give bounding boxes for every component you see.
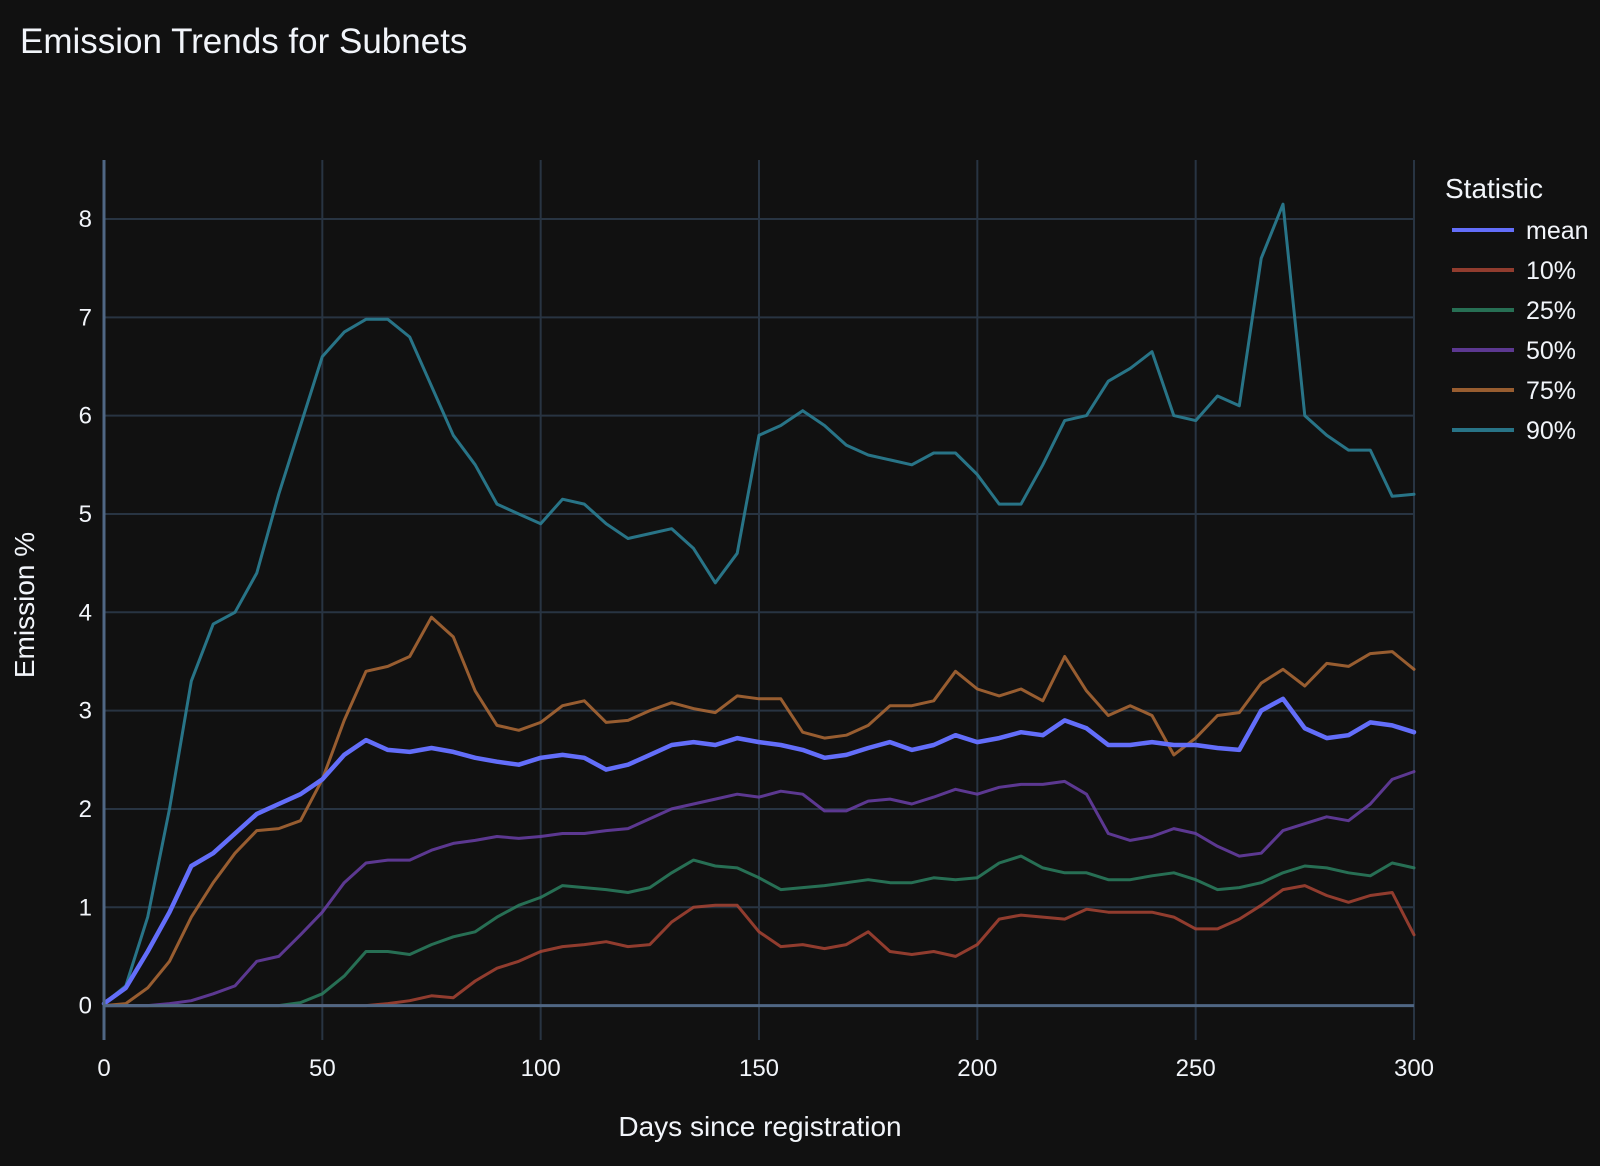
legend-label-10pct: 10% [1526, 257, 1576, 285]
x-tick-label-300: 300 [1394, 1055, 1434, 1082]
y-tick-label-7: 7 [79, 304, 92, 331]
y-tick-label-0: 0 [79, 993, 92, 1020]
y-tick-label-8: 8 [79, 206, 92, 233]
legend-item-75pct: 75% [1452, 377, 1576, 405]
x-tick-label-100: 100 [521, 1055, 561, 1082]
y-tick-label-1: 1 [79, 894, 92, 921]
legend-item-mean: mean [1452, 217, 1589, 245]
series-line-mean [101, 696, 1417, 1006]
series-line-25pct [102, 854, 1416, 1008]
y-tick-label-3: 3 [79, 698, 92, 725]
y-tick-label-4: 4 [79, 599, 92, 626]
y-tick-label-6: 6 [79, 403, 92, 430]
legend-item-50pct: 50% [1452, 337, 1576, 365]
y-axis-label: Emission % [9, 532, 40, 678]
y-tick-label-5: 5 [79, 501, 92, 528]
legend-label-mean: mean [1526, 217, 1589, 245]
legend: mean 10% 25% 50% 75% 90% [1452, 217, 1589, 445]
x-tick-labels: 0 50 100 150 200 250 300 [97, 1055, 1434, 1082]
series-line-50pct [102, 770, 1416, 1008]
x-tick-label-250: 250 [1176, 1055, 1216, 1082]
legend-label-50pct: 50% [1526, 337, 1576, 365]
legend-item-90pct: 90% [1452, 417, 1576, 445]
series-layer [101, 202, 1417, 1008]
legend-item-25pct: 25% [1452, 297, 1576, 325]
legend-item-10pct: 10% [1452, 257, 1576, 285]
axes [102, 160, 1414, 1040]
legend-label-90pct: 90% [1526, 417, 1576, 445]
x-tick-label-0: 0 [97, 1055, 110, 1082]
chart-title: Emission Trends for Subnets [20, 22, 467, 61]
y-tick-label-2: 2 [79, 796, 92, 823]
x-tick-label-200: 200 [957, 1055, 997, 1082]
legend-label-75pct: 75% [1526, 377, 1576, 405]
x-tick-label-150: 150 [739, 1055, 779, 1082]
grid-lines [104, 160, 1415, 1040]
legend-label-25pct: 25% [1526, 297, 1576, 325]
y-tick-labels: 0 1 2 3 4 5 6 7 8 [79, 206, 92, 1020]
legend-title: Statistic [1445, 173, 1543, 204]
series-line-90pct [102, 202, 1416, 1006]
x-tick-label-50: 50 [309, 1055, 336, 1082]
x-axis-label: Days since registration [618, 1111, 901, 1142]
